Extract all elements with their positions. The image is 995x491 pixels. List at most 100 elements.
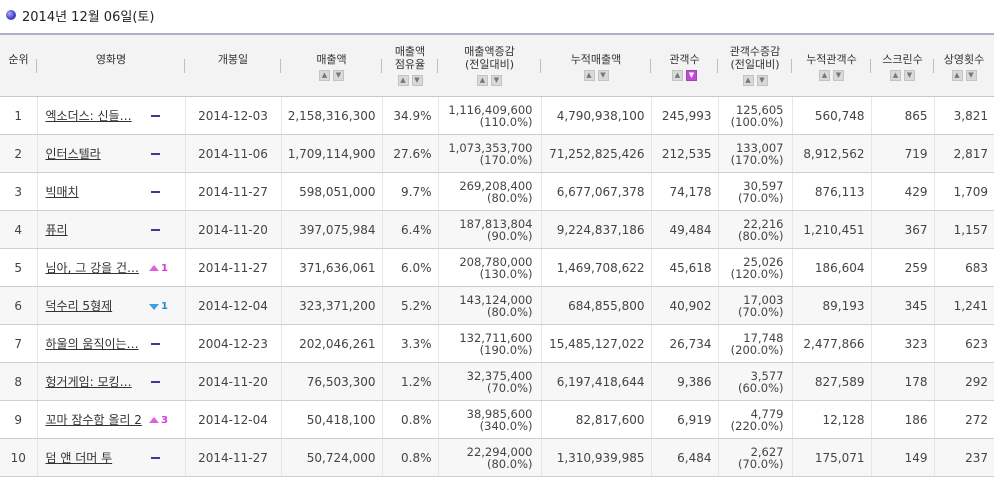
cum-sales-cell: 1,469,708,622 [541,248,652,287]
rank-up-indicator: 1 [149,263,168,274]
rank-change-cell [149,438,186,477]
movie-title-link[interactable]: 퓨리 [45,223,68,237]
sort-asc-button[interactable]: ▲ [397,75,409,86]
movie-title-link[interactable]: 헝거게임: 모킹… [45,375,132,389]
cum-audience-cell: 2,477,866 [792,324,872,363]
header-title: 영화명 [37,35,185,97]
cum-audience-cell: 876,113 [792,172,872,211]
movie-title-link[interactable]: 인터스텔라 [45,147,101,161]
open-date-cell: 2014-12-03 [185,96,282,135]
audience-change-cell: 133,007 (170.0%) [718,134,793,173]
rank-change-cell [149,324,186,363]
audience-change-cell: 125,605 (100.0%) [718,96,793,135]
shows-cell: 272 [934,400,994,439]
sales-change-cell: 187,813,804 (90.0%) [438,210,542,249]
table-header-row: 순위 영화명 개봉일 매출액 ▲ ▼ 매출액 점유율 ▲ ▼ 매출액증감 (전일대비) … [0,35,994,97]
movie-title-link[interactable]: 하울의 움직이는… [45,337,139,351]
open-date-cell: 2014-11-27 [185,172,282,211]
arrow-up-icon [149,416,159,423]
sort-asc-button[interactable]: ▲ [477,75,488,86]
sales-change-cell: 32,375,400 (70.0%) [438,362,542,401]
sort-desc-button[interactable]: ▼ [411,75,423,86]
open-date-cell: 2014-11-20 [185,210,282,249]
open-date-cell: 2014-12-04 [185,286,282,325]
title-cell: 퓨리 [37,210,149,249]
share-cell: 34.9% [382,96,439,135]
audience-cell: 6,484 [651,438,719,477]
table-row: 3 빅매치 2014-11-27 598,051,000 9.7% 269,208,400… [0,172,994,211]
sort-desc-button[interactable]: ▼ [333,70,344,81]
sort-asc-button[interactable]: ▲ [819,70,830,81]
rank-change-cell [149,172,186,211]
audience-cell: 9,386 [651,362,719,401]
sort-desc-button[interactable]: ▼ [965,70,977,81]
shows-cell: 683 [934,248,994,287]
sales-cell: 1,709,114,900 [281,134,383,173]
movie-title-link[interactable]: 빅매치 [45,185,79,199]
sort-desc-button[interactable]: ▼ [904,70,915,81]
audience-change-cell: 25,026 (120.0%) [718,248,793,287]
audience-change-cell: 3,577 (60.0%) [718,362,793,401]
sort-desc-button-active[interactable]: ▼ [686,70,697,81]
screens-cell: 149 [871,438,935,477]
title-cell: 덕수리 5형제 [37,286,149,325]
audience-change-cell: 30,597 (70.0%) [718,172,793,211]
movie-title-link[interactable]: 엑소더스: 신들… [45,109,132,123]
sales-change-cell: 269,208,400 (80.0%) [438,172,542,211]
sales-cell: 50,418,100 [281,400,383,439]
no-change-dash-icon [151,343,160,345]
screens-cell: 367 [871,210,935,249]
movie-title-link[interactable]: 님아, 그 강을 건… [45,261,140,275]
rank-change-cell: 1 [149,286,186,325]
sales-cell: 50,724,000 [281,438,383,477]
cum-sales-cell: 4,790,938,100 [541,96,652,135]
sales-change-cell: 38,985,600 (340.0%) [438,400,542,439]
movie-title-link[interactable]: 덤 앤 더머 투 [45,451,113,465]
share-cell: 5.2% [382,286,439,325]
cum-audience-cell: 175,071 [792,438,872,477]
sort-desc-button[interactable]: ▼ [597,70,609,81]
rank-change-cell [149,96,186,135]
sales-cell: 2,158,316,300 [281,96,383,135]
audience-cell: 45,618 [651,248,719,287]
open-date-cell: 2014-11-20 [185,362,282,401]
header-shows: 상영횟수 ▲ ▼ [934,35,994,97]
shows-cell: 1,241 [934,286,994,325]
sort-desc-button[interactable]: ▼ [491,75,502,86]
shows-cell: 2,817 [934,134,994,173]
rank-cell: 7 [0,324,38,363]
header-screens: 스크린수 ▲ ▼ [871,35,934,97]
cum-sales-cell: 6,197,418,644 [541,362,652,401]
title-cell: 꼬마 잠수함 올리 2 [37,400,149,439]
no-change-dash-icon [151,191,160,193]
header-open: 개봉일 [185,35,281,97]
header-audience-change: 관객수증감 (전일대비) ▲ ▼ [718,35,792,97]
sales-cell: 397,075,984 [281,210,383,249]
share-cell: 3.3% [382,324,439,363]
sort-asc-button[interactable]: ▲ [742,75,754,86]
share-cell: 6.0% [382,248,439,287]
movie-title-link[interactable]: 덕수리 5형제 [45,299,113,313]
sort-asc-button[interactable]: ▲ [951,70,963,81]
rank-cell: 4 [0,210,38,249]
sort-asc-button[interactable]: ▲ [890,70,901,81]
sort-desc-button[interactable]: ▼ [833,70,844,81]
open-date-cell: 2004-12-23 [185,324,282,363]
no-change-dash-icon [151,381,160,383]
no-change-dash-icon [151,115,160,117]
sort-asc-button[interactable]: ▲ [672,70,683,81]
movie-title-link[interactable]: 꼬마 잠수함 올리 2 [45,413,142,427]
audience-cell: 49,484 [651,210,719,249]
table-row: 10 덤 앤 더머 투 2014-11-27 50,724,000 0.8% 22,294… [0,438,994,477]
cum-sales-cell: 71,252,825,426 [541,134,652,173]
sales-change-cell: 143,124,000 (80.0%) [438,286,542,325]
sort-desc-button[interactable]: ▼ [756,75,768,86]
header-sales: 매출액 ▲ ▼ [281,35,382,97]
audience-change-cell: 4,779 (220.0%) [718,400,793,439]
header-cum-sales: 누적매출액 ▲ ▼ [541,35,651,97]
sort-asc-button[interactable]: ▲ [583,70,595,81]
share-cell: 1.2% [382,362,439,401]
sort-asc-button[interactable]: ▲ [319,70,330,81]
table-row: 6 덕수리 5형제 1 2014-12-04 323,371,200 5.2% 143,12… [0,286,994,325]
table-row: 1 엑소더스: 신들… 2014-12-03 2,158,316,300 34.9% 1,… [0,96,994,135]
